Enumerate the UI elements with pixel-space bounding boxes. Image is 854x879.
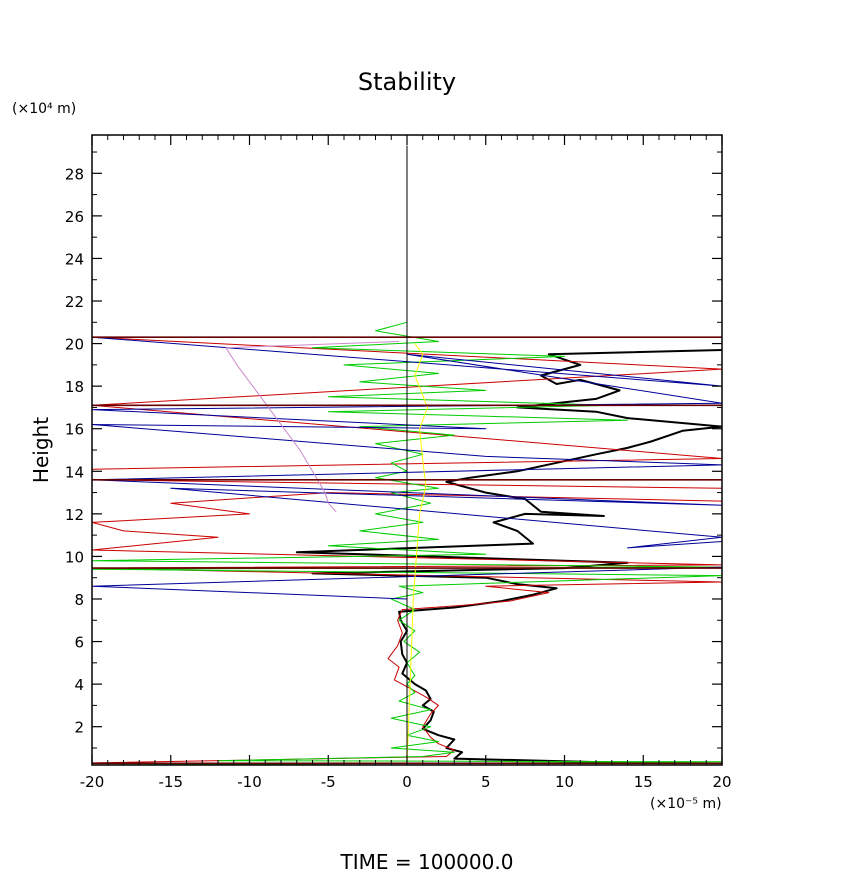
y-tick-label: 6 (74, 634, 84, 652)
y-tick-label: 2 (74, 719, 84, 737)
series-line-1 (295, 349, 722, 764)
series-line-3 (92, 321, 722, 765)
series-line-6 (225, 341, 400, 513)
x-tick-label: 15 (634, 773, 653, 791)
x-tick-label: 5 (481, 773, 491, 791)
x-tick-label: -10 (237, 773, 262, 791)
plot-frame (91, 134, 723, 766)
y-unit-label: (×10⁴ m) (12, 101, 76, 117)
y-tick-label: 8 (74, 591, 84, 609)
y-tick-label: 26 (65, 208, 84, 226)
y-tick-label: 20 (65, 336, 84, 354)
x-tick-label: -15 (159, 773, 184, 791)
series-line-5 (406, 343, 428, 763)
x-tick-label: -5 (321, 773, 336, 791)
x-tick-label: -20 (80, 773, 105, 791)
y-tick-label: 18 (65, 378, 84, 396)
y-tick-label: 4 (74, 676, 84, 694)
x-tick-label: 0 (402, 773, 412, 791)
series-layer (92, 145, 722, 765)
y-tick-label: 10 (65, 548, 84, 566)
y-axis-label: Height (29, 417, 53, 483)
y-tick-label: 28 (65, 165, 84, 183)
time-footer: TIME = 100000.0 (340, 850, 514, 874)
x-unit-label: (×10⁻⁵ m) (650, 796, 722, 812)
y-tick-label: 24 (65, 250, 84, 268)
y-tick-label: 12 (65, 506, 84, 524)
tick-layer: -20 -15 -10 -5 0 5 10 15 20246810121416182022242… (65, 135, 732, 791)
y-tick-label: 14 (65, 463, 84, 481)
x-tick-label: 10 (555, 773, 574, 791)
y-tick-label: 22 (65, 293, 84, 311)
x-tick-label: 20 (712, 773, 731, 791)
y-tick-label: 16 (65, 421, 84, 439)
chart-title: Stability (358, 68, 456, 96)
